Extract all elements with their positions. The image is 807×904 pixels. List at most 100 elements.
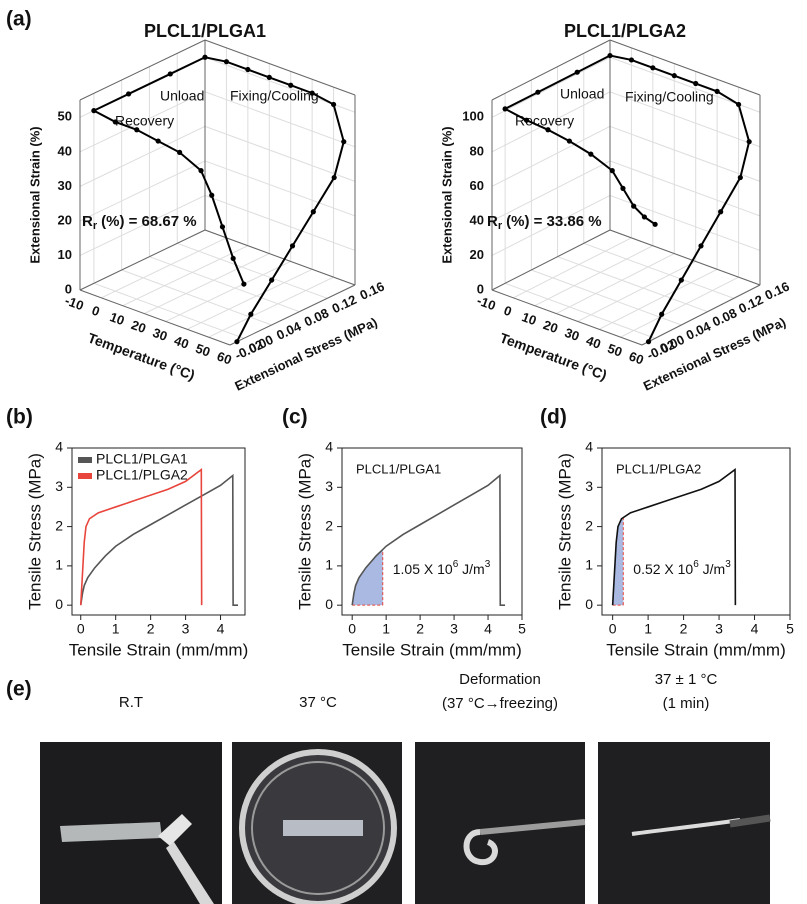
z-axis-label: Extensional Strain (%) xyxy=(27,126,42,263)
z-tick-label: 10 xyxy=(58,247,72,262)
data-point xyxy=(628,57,635,63)
panel-label: (a) xyxy=(6,8,32,31)
x-tick-label: 4 xyxy=(217,621,225,637)
recovery-ratio-subscript: r xyxy=(498,220,503,232)
y-tick-label: 0.16 xyxy=(762,279,791,303)
y-tick-label: 4 xyxy=(325,439,333,455)
x-tick-label: 2 xyxy=(147,621,155,637)
z-tick-label: 80 xyxy=(470,143,484,158)
grid-line xyxy=(598,268,718,330)
data-point xyxy=(535,89,541,95)
panel-label: (b) xyxy=(6,406,33,429)
x-tick-label: 0 xyxy=(77,621,85,637)
recovery-ratio: Rr (%) = 33.86 % xyxy=(487,213,602,232)
data-point xyxy=(234,339,240,345)
plot-frame xyxy=(71,447,246,616)
y-tick-label: 4 xyxy=(55,439,63,455)
data-point xyxy=(245,66,251,73)
photo-caption: (37 °C→freezing) xyxy=(442,695,558,712)
grid-line xyxy=(531,269,682,326)
x-tick-label: 10 xyxy=(108,309,127,328)
axis-edge xyxy=(229,284,356,346)
chart-title: PLCL1/PLGA2 xyxy=(564,21,686,41)
x-tick-label: 3 xyxy=(450,621,458,637)
recovery-ratio-subscript: r xyxy=(93,220,98,232)
axis-edge xyxy=(204,229,356,286)
x-axis-label: Tensile Strain (mm/mm) xyxy=(606,640,785,659)
data-point xyxy=(746,139,752,145)
recovery-ratio-symbol: R xyxy=(487,213,498,230)
grid-line xyxy=(149,256,300,313)
data-point xyxy=(718,209,724,215)
z-axis-label: Extensional Strain (%) xyxy=(439,126,454,263)
energy-label-part: 6 xyxy=(693,558,699,569)
x-tick-label: 4 xyxy=(751,621,759,637)
energy-label-part: 6 xyxy=(453,558,459,569)
x-tick-label: 0 xyxy=(90,303,102,320)
axis-edge xyxy=(491,229,611,291)
data-point xyxy=(566,138,572,144)
data-point xyxy=(659,311,665,317)
inset-label: PLCL1/PLGA2 xyxy=(616,461,701,476)
recovery-ratio-text: (%) = 68.67 % xyxy=(101,213,196,230)
grid-line xyxy=(583,242,734,299)
z-tick-label: 50 xyxy=(58,109,72,124)
axis-edge xyxy=(491,39,611,101)
grid-line xyxy=(513,237,632,299)
grid-line xyxy=(208,276,334,338)
data-point xyxy=(289,243,296,249)
data-point xyxy=(309,90,315,96)
data-point xyxy=(248,311,254,317)
photo-caption: R.T xyxy=(119,694,143,711)
grid-line xyxy=(144,253,270,315)
data-point xyxy=(341,139,347,145)
x-tick-label: -10 xyxy=(63,293,86,314)
data-point xyxy=(609,168,615,174)
data-point xyxy=(331,174,337,181)
x-tick-label: 4 xyxy=(484,621,492,637)
z-tick-label: 60 xyxy=(470,178,484,193)
y-tick-label: 3 xyxy=(55,478,63,494)
grid-line xyxy=(556,253,675,315)
annotation: Unload xyxy=(560,86,604,102)
z-tick-label: 40 xyxy=(58,143,72,158)
panel-label: (d) xyxy=(540,406,567,429)
data-point xyxy=(230,255,236,262)
data-point xyxy=(330,101,337,108)
x-tick-label: 2 xyxy=(416,621,424,637)
x-tick-label: 0 xyxy=(609,621,617,637)
x-tick-label: 20 xyxy=(129,317,148,336)
line xyxy=(611,468,737,606)
data-point xyxy=(620,185,626,191)
energy-label-part: J/m xyxy=(699,561,725,577)
x-tick-label: 50 xyxy=(194,341,213,360)
grid-line xyxy=(609,91,761,148)
recovery-ratio-text: (%) = 33.86 % xyxy=(506,213,601,230)
inset-label: PLCL1/PLGA1 xyxy=(356,461,441,476)
y-tick-label: 0.08 xyxy=(710,305,739,329)
y-tick-label: 0.12 xyxy=(736,292,765,316)
data-point xyxy=(223,59,230,65)
line xyxy=(79,468,203,606)
grid-line xyxy=(577,260,696,322)
y-tick-label: 4 xyxy=(585,439,593,455)
data-point xyxy=(714,88,720,94)
x-tick-label: 40 xyxy=(584,333,603,352)
x-tick-label: 60 xyxy=(627,348,646,367)
grid-line xyxy=(491,195,611,256)
data-point xyxy=(241,281,247,287)
x-tick-label: 50 xyxy=(606,341,625,360)
data-point xyxy=(112,119,118,125)
annotation: Recovery xyxy=(515,113,574,129)
x-tick-label: 1 xyxy=(644,621,652,637)
plot-frame xyxy=(601,447,791,616)
grid-line xyxy=(204,160,356,217)
z-tick-label: 40 xyxy=(470,212,484,227)
y-tick-label: 3 xyxy=(585,478,593,494)
photo-caption: 37 °C xyxy=(299,694,337,711)
x-tick-label: -10 xyxy=(475,293,498,314)
grid-line xyxy=(491,160,611,222)
data-point xyxy=(155,138,161,144)
data-point xyxy=(652,221,658,227)
energy-label: 1.05 X 106 J/m3 xyxy=(393,558,491,576)
